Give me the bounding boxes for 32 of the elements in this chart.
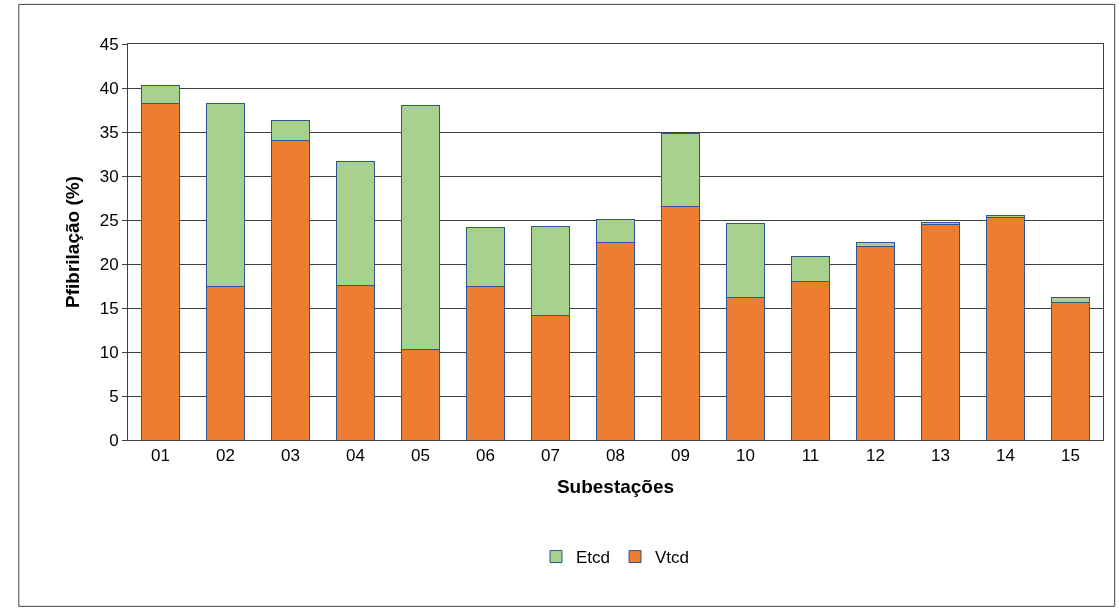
x-tick-label: 06 xyxy=(476,446,495,466)
x-tick-label: 03 xyxy=(281,446,300,466)
x-tick-label: 11 xyxy=(801,446,820,466)
bar xyxy=(921,223,960,440)
y-tick-label: 10 xyxy=(99,342,119,362)
x-tick-label: 02 xyxy=(216,446,235,466)
x-tick-label: 09 xyxy=(671,446,690,466)
y-tick-label: 15 xyxy=(99,298,119,318)
y-tick-label: 30 xyxy=(99,166,119,186)
legend-label: Etcd xyxy=(576,548,611,568)
bar xyxy=(856,245,895,440)
x-tick-label: 04 xyxy=(346,446,365,466)
x-tick-label: 08 xyxy=(606,446,625,466)
y-tick-label: 45 xyxy=(99,34,119,54)
x-axis-title: Subestações xyxy=(556,476,675,498)
bar xyxy=(986,216,1025,440)
x-tick-label: 12 xyxy=(866,446,885,466)
x-tick-label: 01 xyxy=(151,446,170,466)
x-tick-label: 14 xyxy=(996,446,1015,466)
y-tick-label: 25 xyxy=(99,210,119,230)
x-tick-label: 05 xyxy=(411,446,430,466)
x-tick-label: 15 xyxy=(1061,446,1080,466)
y-tick-label: 40 xyxy=(99,78,119,98)
x-tick-label: 07 xyxy=(541,446,560,466)
y-tick-label: 0 xyxy=(109,430,119,450)
x-tick-label: 10 xyxy=(736,446,755,466)
y-tick-label: 35 xyxy=(99,122,119,142)
x-tick-label: 13 xyxy=(931,446,950,466)
y-tick-label: 20 xyxy=(99,254,119,274)
y-axis-title: Pfibrilação (%) xyxy=(61,176,83,308)
legend-label: Vtcd xyxy=(655,548,690,568)
y-tick-label: 5 xyxy=(109,386,119,406)
